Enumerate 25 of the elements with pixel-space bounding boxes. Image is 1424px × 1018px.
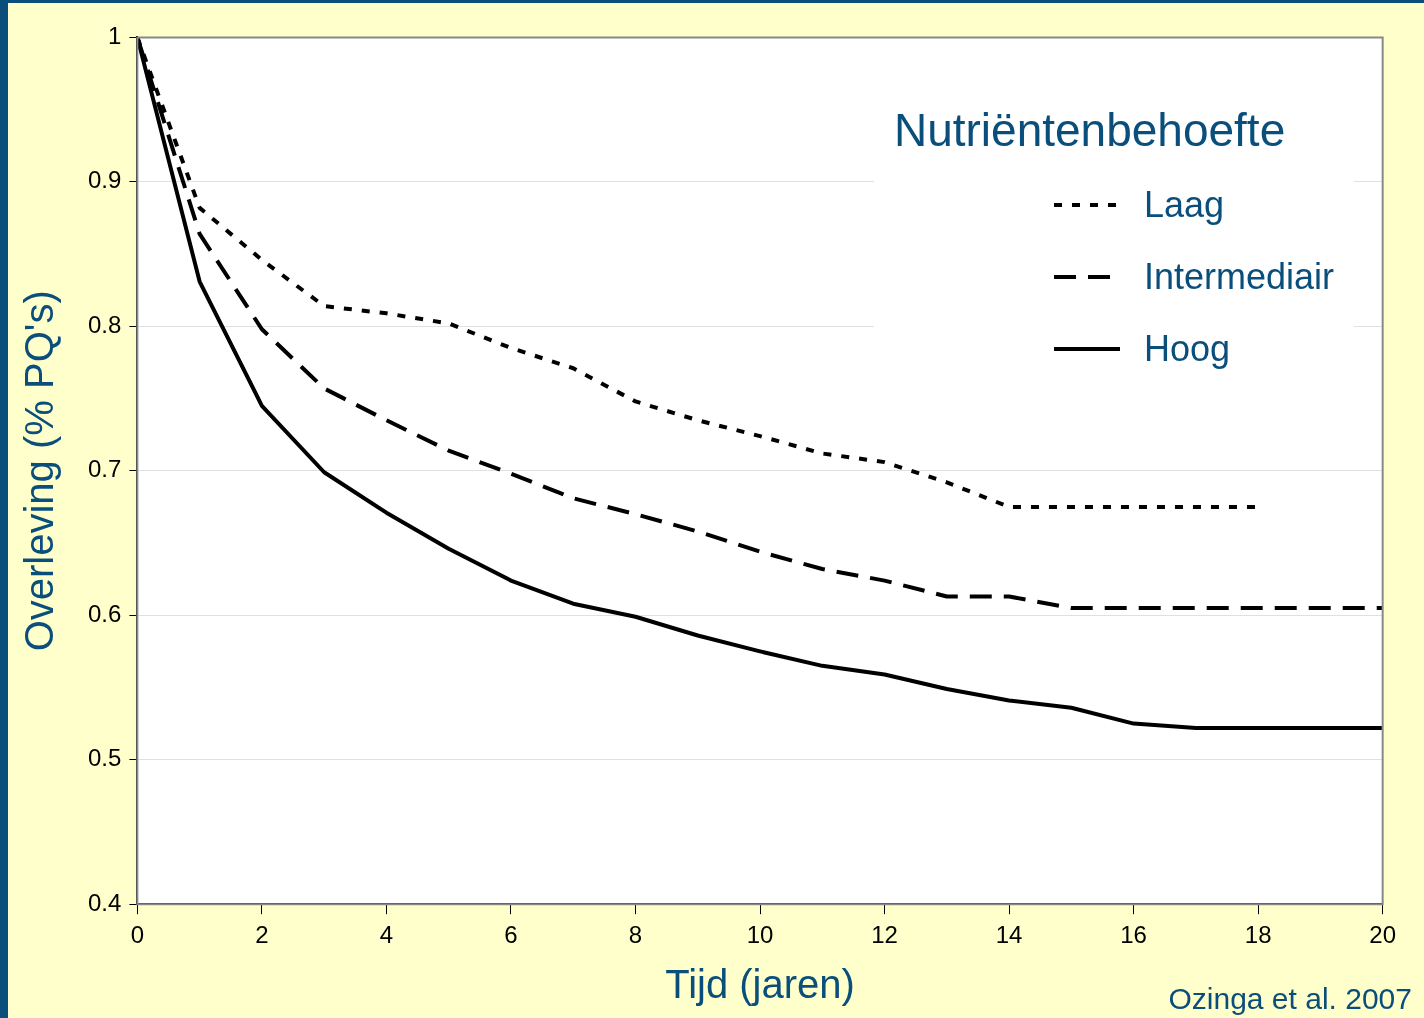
legend-label: Intermediair [1143, 256, 1334, 298]
x-tick-label: 20 [1369, 921, 1396, 949]
y-tick-label: 1 [108, 22, 122, 50]
text: Ozinga et al. 2007 [1168, 982, 1412, 1016]
y-tick-label: 0.7 [87, 455, 122, 483]
x-tick-label: 10 [746, 921, 774, 949]
legend-label: Laag [1143, 184, 1225, 226]
y-tick-label: 0.4 [87, 888, 122, 916]
x-tick-label: 18 [1244, 921, 1272, 949]
legend-label: Hoog [1143, 328, 1230, 370]
x-tick-label: 16 [1120, 921, 1147, 949]
legend-title: Nutriëntenbehoefte [893, 103, 1287, 157]
x-tick-label: 2 [255, 921, 269, 949]
x-tick-label: 6 [504, 921, 518, 949]
x-tick-label: 14 [995, 921, 1023, 949]
y-tick-label: 0.9 [87, 166, 122, 194]
x-tick-label: 12 [871, 921, 898, 949]
x-tick-label: 4 [379, 921, 394, 949]
y-tick-label: 0.5 [87, 744, 122, 772]
y-axis-title: Overleving (% PQ's) [17, 290, 62, 652]
y-tick-label: 0.6 [87, 599, 122, 627]
x-tick-label: 0 [130, 921, 145, 949]
y-tick-label: 0.8 [87, 310, 122, 338]
x-axis-title: Tijd (jaren) [665, 962, 855, 1007]
x-tick-label: 8 [628, 921, 643, 949]
